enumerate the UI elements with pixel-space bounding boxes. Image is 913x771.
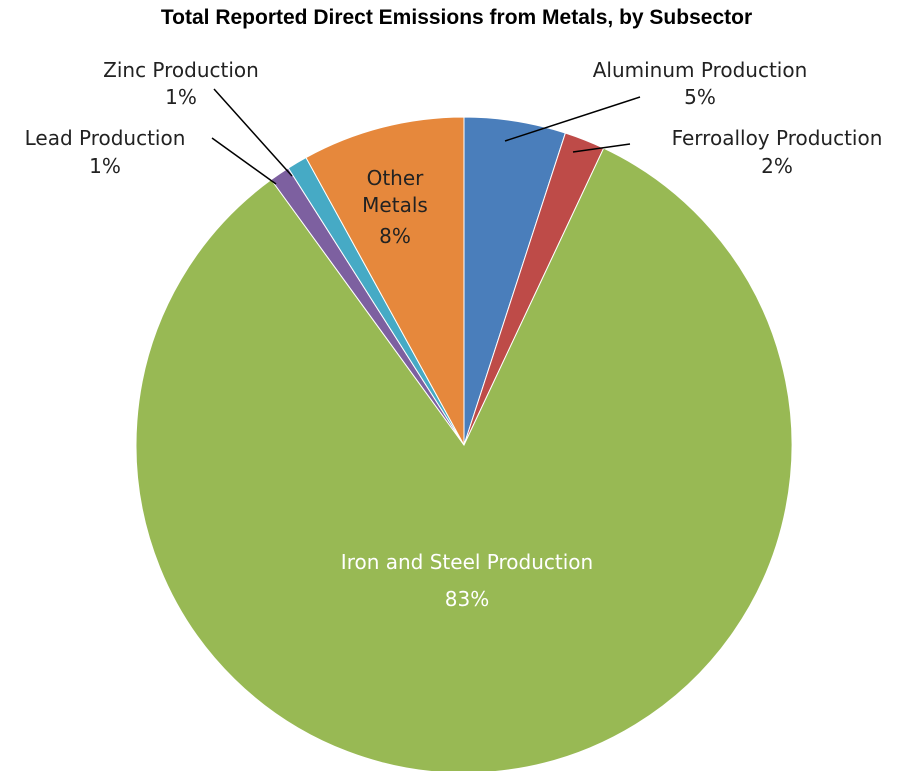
slice-label-aluminum-production: Aluminum Production [593,58,808,82]
slice-value-aluminum-production: 5% [684,85,716,109]
slice-label-iron-and-steel-production: Iron and Steel Production [341,550,593,574]
slice-value-lead-production: 1% [89,154,121,178]
slice-value-other-metals: 8% [379,224,411,248]
leader-line-aluminum-production [504,96,641,142]
pie-slice-other-metals [305,116,465,446]
leader-line-lead-production [211,137,277,185]
slice-value-zinc-production: 1% [165,85,197,109]
slice-label-lead-production: Lead Production [25,126,186,150]
slice-label-ferroalloy-production: Ferroalloy Production [672,126,883,150]
chart-title: Total Reported Direct Emissions from Met… [160,6,753,29]
slice-value-iron-and-steel-production: 83% [445,587,489,611]
leader-line-ferroalloy-production [572,143,631,153]
slice-label-other-metals: Metals [362,193,428,217]
slice-value-ferroalloy-production: 2% [761,154,793,178]
slice-label-zinc-production: Zinc Production [103,58,259,82]
pie-slice-iron-and-steel-production [135,147,793,771]
slice-label-other-metals: Other [367,166,425,190]
leader-line-zinc-production [213,88,293,177]
